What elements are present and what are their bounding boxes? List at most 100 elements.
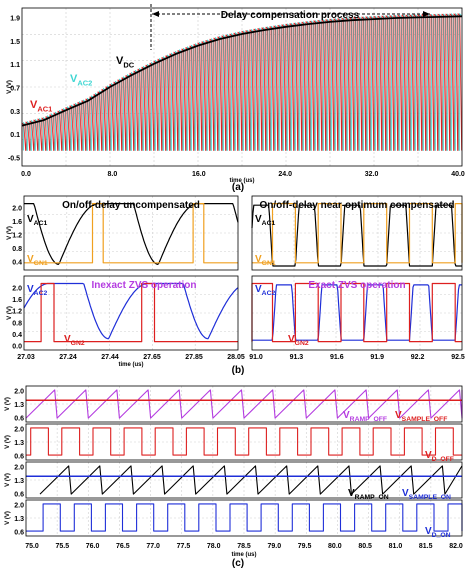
panel-c-row2-grid [26, 462, 462, 498]
panel-b-ytick-bottom-3: 0.8 [12, 320, 22, 327]
panel-c-xtick-1: 75.5 [55, 543, 69, 550]
panel-c-row2-ytick-0: 2.0 [14, 465, 24, 472]
panel-b-left-top-grid [24, 196, 238, 270]
panel-a-ytick-5: 0.1 [10, 132, 20, 139]
panel-b-right-bottom-frame [251, 275, 463, 351]
panel-c-row2-ylabel: V (V) [5, 473, 11, 487]
panel-b-ytick-top-1: 1.6 [12, 219, 22, 226]
panel-c-xtick-11: 80.5 [358, 543, 372, 550]
panel-c-xtick-14: 82.0 [449, 543, 463, 550]
panel-a-xtick-3: 24.0 [278, 171, 292, 178]
c-vd-on-line [26, 503, 463, 532]
b-right-vac1-line [251, 204, 462, 267]
panel-c-row0-ytick-1: 1.3 [14, 402, 24, 409]
panel-a-ytick-0: 1.9 [10, 16, 20, 23]
panel-a-ytick-6: -0.5 [8, 156, 20, 163]
panel-c-row1-grid [26, 424, 462, 460]
panel-c-xtick-3: 76.5 [116, 543, 130, 550]
b-right-vgn1-line [252, 203, 463, 264]
panel-a-ytick-4: 0.3 [10, 109, 20, 116]
panel-c-row2-ytick-1: 1.3 [14, 478, 24, 485]
panel-c-row0-ytick-2: 0.6 [14, 416, 24, 423]
panel-b-right-xtick-0: 91.0 [249, 354, 263, 361]
panel-c-xlabel: time (us) [231, 552, 256, 558]
b-left-annotation: Inexact ZVS operation [91, 280, 196, 291]
panel-a-xtick-5: 40.0 [451, 171, 465, 178]
b-right-vgn2-line [251, 282, 462, 343]
panel-c-row3-grid [26, 500, 462, 536]
b-left-title: On/off-delay uncompensated [62, 200, 200, 211]
delay-arrow-head-right [423, 11, 430, 17]
c-vramp-off-line [25, 389, 463, 419]
panel-b-right-xtick-4: 92.2 [411, 354, 425, 361]
panel-c-row1-ylabel: V (V) [5, 435, 11, 449]
panel-c-xtick-13: 81.5 [419, 543, 433, 550]
panel-c-xtick-7: 78.5 [237, 543, 251, 550]
panel-b-ylabel-top: V (V) [7, 226, 13, 240]
panel-c-xtick-8: 79.0 [267, 543, 281, 550]
panel-b-left-xtick-3: 27.65 [143, 354, 161, 361]
panel-b-ytick-bottom-1: 1.6 [12, 297, 22, 304]
b-right-vac2-line [252, 284, 462, 341]
panel-b-left-xtick-5: 28.05 [227, 354, 245, 361]
series-vac2-line [22, 13, 462, 151]
b-right-label-vgn1: VGN1 [255, 254, 276, 267]
c-label-vsample-on: VSAMPLE_ON [402, 488, 451, 501]
panel-b-right-xtick-5: 92.5 [451, 354, 465, 361]
panel-b-ytick-top-0: 2.0 [12, 206, 22, 213]
b-left-vgn1-line [24, 203, 238, 264]
panel-c-xtick-10: 80.0 [328, 543, 342, 550]
panel-b-left-bottom-frame [23, 275, 239, 351]
panel-b-ytick-bottom-2: 1.2 [12, 309, 22, 316]
panel-c-row3-ytick-0: 2.0 [14, 503, 24, 510]
b-right-label-vgn2: VGN2 [288, 334, 309, 347]
panel-c-xtick-6: 78.0 [207, 543, 221, 550]
b-left-label-vac1: VAC1 [27, 214, 47, 227]
panel-b-left-xtick-0: 27.03 [17, 354, 35, 361]
panel-b-xlabel: time (us) [118, 362, 143, 368]
label-vac1: VAC1 [30, 99, 52, 113]
c-vramp-on-line [39, 465, 463, 495]
b-left-label-vac2: VAC2 [27, 284, 47, 297]
series-vac1-line [21, 13, 462, 151]
panel-c-row3-ylabel: V (V) [5, 511, 11, 525]
panel-c-row2-ytick-2: 0.6 [14, 492, 24, 499]
panel-b-left-top-frame [23, 195, 239, 271]
panel-b-left-xtick-2: 27.44 [101, 354, 119, 361]
panel-b-left-xtick-1: 27.24 [59, 354, 77, 361]
panel-c-xtick-9: 79.5 [298, 543, 312, 550]
panel-a-ytick-1: 1.5 [10, 39, 20, 46]
panel-c-row1-ytick-2: 0.6 [14, 454, 24, 461]
panel-a-xtick-2: 16.0 [192, 171, 206, 178]
b-left-vac1-line [24, 203, 239, 265]
panel-b-left-xtick-4: 27.85 [185, 354, 203, 361]
panel-c-xtick-2: 76.0 [86, 543, 100, 550]
panel-b-ytick-bottom-4: 0.4 [12, 332, 22, 339]
panel-b-label: (b) [232, 365, 245, 376]
panel-c-xtick-5: 77.5 [177, 543, 191, 550]
panel-a-xlabel: time (us) [229, 178, 254, 184]
panel-a-ylabel: V (V) [7, 80, 13, 94]
panel-c-row1-ytick-0: 2.0 [14, 427, 24, 434]
panel-c-row3-ytick-2: 0.6 [14, 530, 24, 537]
panel-b-ytick-bottom-5: 0.0 [12, 344, 22, 351]
panel-a-ytick-3: 0.7 [10, 86, 20, 93]
panel-c-row3-frame [25, 499, 463, 537]
panel-c-row1-frame [25, 423, 463, 461]
b-left-label-vgn1: VGN1 [27, 254, 48, 267]
panel-a-frame [21, 7, 463, 167]
panel-c-row3-ytick-1: 1.3 [14, 516, 24, 523]
panel-c-row0-ylabel: V (V) [5, 397, 11, 411]
delay-arrow-head-left [152, 11, 159, 17]
panel-a-xtick-4: 32.0 [365, 171, 379, 178]
panel-a-label: (a) [232, 182, 244, 193]
panel-b-ytick-top-4: 0.4 [12, 260, 22, 267]
series-vdc-line [21, 15, 463, 127]
b-left-label-vgn2: VGN2 [64, 334, 85, 347]
label-vac2: VAC2 [70, 73, 92, 87]
panel-c-label: (c) [232, 558, 244, 569]
panel-c-row1-ytick-1: 1.3 [14, 440, 24, 447]
b-left-vgn2-line [24, 282, 238, 343]
c-label-vd-on: VD_ON [425, 526, 451, 539]
